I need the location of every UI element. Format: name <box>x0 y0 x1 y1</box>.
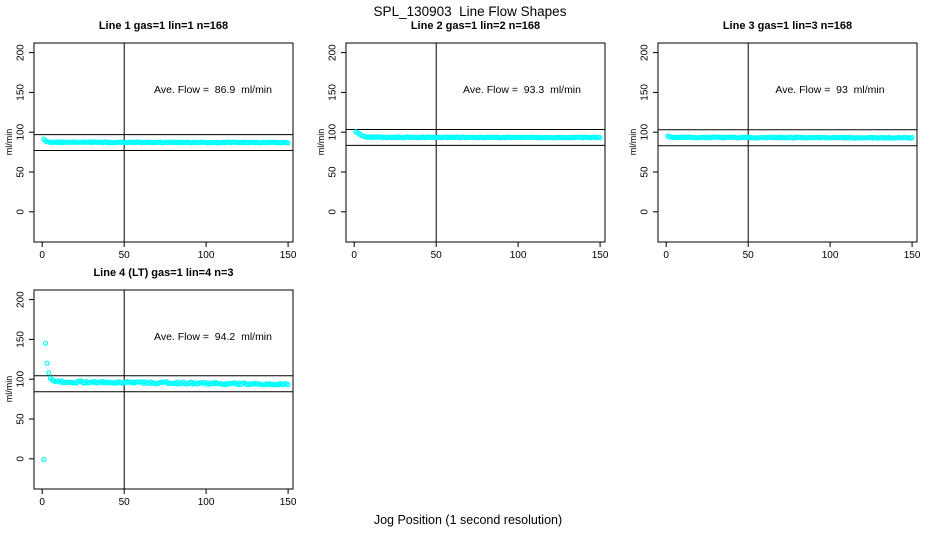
data-point <box>597 135 603 141</box>
data-point <box>474 134 480 141</box>
y-tick-label: 50 <box>328 166 339 178</box>
panel-3-ave-flow-annotation: Ave. Flow = 93 ml/min <box>775 84 885 96</box>
data-point <box>706 135 712 141</box>
y-tick-label: 150 <box>328 84 339 101</box>
main-title: SPL_130903 Line Flow Shapes <box>373 4 567 19</box>
plot-frame <box>345 42 606 243</box>
data-point <box>544 134 551 141</box>
data-point <box>714 134 720 140</box>
plot-frame <box>33 289 294 490</box>
panel-1-y-axis-label: ml/min <box>4 128 14 156</box>
y-tick-label: 100 <box>16 370 27 387</box>
panel-1: 0 50 100 150 0 50 100 150 200 <box>16 42 297 261</box>
panel-4-title: Line 4 (LT) gas=1 lin=4 n=3 <box>93 267 234 279</box>
x-tick-label: 150 <box>904 250 921 261</box>
y-tick-label: 50 <box>16 166 27 178</box>
data-point <box>42 340 49 346</box>
y-tick-label: 200 <box>16 291 27 308</box>
data-point <box>249 139 255 145</box>
x-tick-label: 50 <box>743 250 755 261</box>
data-point <box>477 134 483 140</box>
data-point <box>673 134 679 140</box>
plot-frame <box>657 42 918 243</box>
x-tick-label: 50 <box>431 250 443 261</box>
data-point <box>697 134 704 140</box>
x-tick-label: 100 <box>510 250 527 261</box>
data-point <box>257 140 263 146</box>
panel-1-title: Line 1 gas=1 lin=1 n=168 <box>98 20 229 32</box>
y-tick-label: 0 <box>328 209 339 215</box>
panel-2: 0 50 100 150 0 50 100 150 200 <box>328 42 609 261</box>
y-tick-label: 100 <box>16 123 27 140</box>
data-point <box>811 135 817 141</box>
x-tick-label: 150 <box>592 250 609 261</box>
panel-1-ave-flow-annotation: Ave. Flow = 86.9 ml/min <box>154 84 272 96</box>
data-point <box>802 135 809 141</box>
y-tick-label: 150 <box>16 84 27 101</box>
x-tick-label: 100 <box>198 250 215 261</box>
panel-4-y-axis-label: ml/min <box>4 375 14 403</box>
data-point <box>561 135 567 141</box>
panel-2-y-axis-label: ml/min <box>316 128 326 156</box>
panel-4-ave-flow-annotation: Ave. Flow = 94.2 ml/min <box>154 331 272 343</box>
y-tick-label: 200 <box>328 44 339 61</box>
y-tick-label: 0 <box>16 209 27 215</box>
x-tick-label: 50 <box>119 250 131 261</box>
x-tick-label: 100 <box>198 497 215 508</box>
data-point <box>44 360 50 366</box>
x-tick-label: 50 <box>119 497 131 508</box>
data-point <box>861 135 868 141</box>
data-point <box>154 139 160 145</box>
x-tick-label: 0 <box>39 497 45 508</box>
x-tick-label: 150 <box>280 250 297 261</box>
panel-3-title: Line 3 gas=1 lin=3 n=168 <box>722 20 853 32</box>
y-tick-label: 100 <box>640 123 651 140</box>
y-tick-label: 0 <box>16 456 27 462</box>
panel-3: 0 50 100 150 0 50 100 150 200 <box>640 42 921 261</box>
y-tick-label: 150 <box>16 331 27 348</box>
data-point <box>909 134 915 141</box>
y-tick-label: 100 <box>328 123 339 140</box>
y-tick-label: 150 <box>640 84 651 101</box>
data-point <box>73 139 80 145</box>
panel-4: 0 50 100 150 0 50 100 150 200 <box>16 289 297 508</box>
data-point <box>278 140 285 146</box>
y-tick-label: 200 <box>16 44 27 61</box>
data-point <box>46 370 52 376</box>
data-point <box>523 134 529 140</box>
data-point <box>285 140 291 146</box>
data-point <box>794 134 800 140</box>
data-point <box>141 139 147 145</box>
data-point <box>724 134 730 140</box>
panel-3-y-axis-label: ml/min <box>628 128 638 156</box>
data-point <box>285 382 291 388</box>
x-tick-label: 0 <box>39 250 45 261</box>
y-tick-label: 50 <box>640 166 651 178</box>
plot-frame <box>33 42 294 243</box>
x-axis-label: Jog Position (1 second resolution) <box>373 513 563 527</box>
y-tick-label: 200 <box>640 44 651 61</box>
x-tick-label: 100 <box>822 250 839 261</box>
data-point <box>856 135 863 141</box>
panel-2-ave-flow-annotation: Ave. Flow = 93.3 ml/min <box>463 84 581 96</box>
y-tick-label: 0 <box>640 209 651 215</box>
x-tick-label: 0 <box>351 250 357 261</box>
data-point <box>229 139 235 145</box>
x-tick-label: 150 <box>280 497 297 508</box>
data-point <box>41 456 47 463</box>
x-tick-label: 0 <box>663 250 669 261</box>
panel-2-title: Line 2 gas=1 lin=2 n=168 <box>410 20 541 32</box>
y-tick-label: 50 <box>16 413 27 425</box>
